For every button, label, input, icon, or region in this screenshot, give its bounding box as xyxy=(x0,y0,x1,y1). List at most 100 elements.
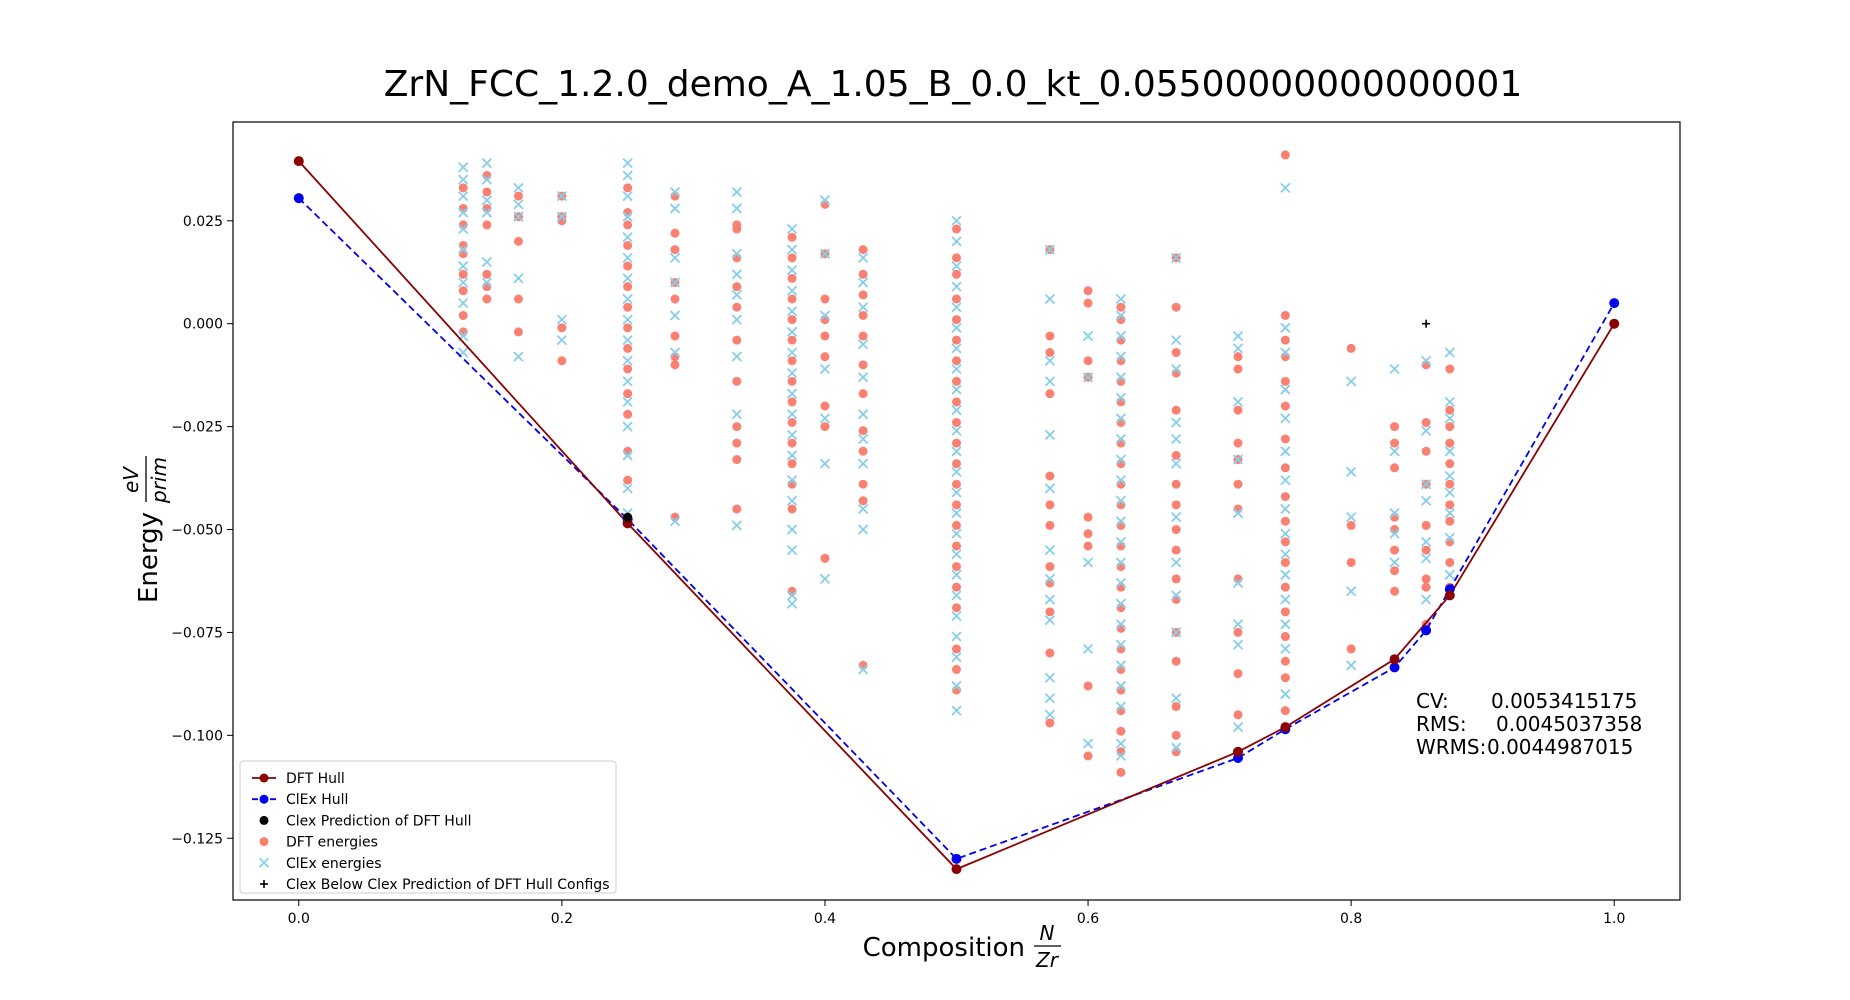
clex-energy-point xyxy=(1280,528,1291,539)
clex-energy-point xyxy=(819,573,831,585)
clex-energy-point xyxy=(556,211,568,222)
clex-energy-point xyxy=(1280,413,1291,424)
dft-energy-point xyxy=(820,294,830,304)
dft-energy-point xyxy=(1083,529,1093,539)
clex-energy-point xyxy=(1345,376,1357,387)
dft-energy-point xyxy=(513,327,523,337)
dft-energy-point xyxy=(1280,537,1290,547)
dft-energy-point xyxy=(1045,500,1055,510)
dft-energy-point xyxy=(858,269,868,279)
dft-energy-point xyxy=(1445,422,1455,432)
legend-swatch xyxy=(252,773,276,783)
clex-energy-point xyxy=(1115,750,1127,762)
plot-frame xyxy=(232,121,1681,901)
dft-hull-point xyxy=(951,864,962,875)
dft-energy-point xyxy=(1390,463,1400,473)
x-axis-ticks: 0.0 0.2 0.4 0.6 0.8 1.0 xyxy=(288,900,1625,927)
clex-energy-point xyxy=(951,363,962,375)
clex-energy-point xyxy=(819,310,831,321)
dft-energy-point xyxy=(1445,500,1455,510)
clex-energy-point xyxy=(513,211,524,222)
dft-energy-point xyxy=(482,294,492,304)
x-tick-label: 0.6 xyxy=(1077,911,1099,927)
clex-energy-point xyxy=(786,450,798,461)
clex-energy-point xyxy=(458,297,469,309)
clex-energy-point xyxy=(786,347,798,358)
legend-swatch xyxy=(258,857,270,868)
clex-energy-point xyxy=(1115,516,1127,527)
dft-energy-point xyxy=(1083,541,1093,551)
clex-energy-point xyxy=(1420,536,1432,548)
y-axis-label-denominator: prim xyxy=(147,457,171,504)
legend-swatch xyxy=(252,794,276,804)
dft-energy-point xyxy=(787,253,797,263)
clex-energy-point xyxy=(786,367,798,379)
clex-hull-line xyxy=(298,197,1616,860)
dft-energy-point xyxy=(1116,767,1126,777)
clex-energy-point xyxy=(951,651,962,663)
clex-energy-point xyxy=(786,598,798,609)
x-tick-label: 0.0 xyxy=(288,911,310,927)
dft-energy-point xyxy=(858,360,868,370)
dft-energy-point xyxy=(1421,545,1431,555)
clex-energy-point xyxy=(669,186,681,198)
x-axis-label-text: Composition xyxy=(863,933,1025,963)
clex-energy-point xyxy=(786,326,798,338)
clex-energy-point xyxy=(1171,590,1182,601)
clex-energy-point xyxy=(1044,573,1056,585)
dft-energy-point xyxy=(1171,574,1181,584)
dft-energy-point xyxy=(1171,405,1181,415)
dft-energy-point xyxy=(952,562,961,572)
clex-energy-point xyxy=(786,544,798,556)
plot-area xyxy=(293,150,1620,875)
clex-energy-point xyxy=(1171,433,1182,445)
clex-energy-point xyxy=(1115,310,1127,321)
clex-energy-point xyxy=(481,256,493,268)
dft-energy-point xyxy=(1445,479,1455,489)
clex-energy-point xyxy=(951,405,962,416)
dft-energy-point xyxy=(1171,500,1181,510)
clex-energy-point xyxy=(1280,594,1291,605)
dft-energy-point xyxy=(1445,557,1455,567)
dft-energy-point xyxy=(1421,520,1431,530)
x-axis-label-numerator: N xyxy=(1040,921,1055,945)
dft-energy-point xyxy=(458,310,468,320)
dft-energy-point xyxy=(732,282,742,292)
clex-energy-point xyxy=(513,182,524,193)
dft-energy-point xyxy=(1280,706,1290,716)
clex-energy-point xyxy=(513,351,524,362)
clex-energy-point xyxy=(1444,569,1455,580)
dft-energy-point xyxy=(1421,446,1431,456)
dft-energy-point xyxy=(1390,586,1400,596)
clex-energy-point xyxy=(857,503,869,515)
dft-energy-point xyxy=(482,220,492,230)
clex-energy-point xyxy=(1115,557,1127,568)
clex-energy-point xyxy=(1280,569,1291,580)
dft-energy-point xyxy=(1171,656,1181,666)
clex-energy-point xyxy=(622,252,633,263)
clex-energy-point xyxy=(1232,330,1244,342)
clex-energy-point xyxy=(951,384,962,395)
clex-energy-point xyxy=(1115,639,1127,650)
clex-energy-point xyxy=(951,569,962,580)
dft-energy-point xyxy=(1171,525,1181,535)
dft-energy-point xyxy=(1390,545,1400,555)
y-tick-label: 0.000 xyxy=(183,317,223,333)
clex-energy-point xyxy=(1115,454,1127,465)
dft-energy-point xyxy=(952,603,961,613)
clex-energy-point xyxy=(786,244,798,255)
dft-energy-point xyxy=(787,397,797,407)
legend: DFT Hull ClEx Hull Clex Prediction of DFT … xyxy=(239,760,617,894)
clex-energy-point xyxy=(1115,351,1127,362)
dft-energy-point xyxy=(623,240,633,250)
dft-energy-point xyxy=(952,253,961,263)
clex-energy-point xyxy=(1444,347,1455,358)
clex-energy-point xyxy=(857,302,869,313)
dft-energy-point xyxy=(670,294,680,304)
legend-label: DFT Hull xyxy=(286,771,345,787)
dft-energy-point xyxy=(513,236,523,246)
clex-energy-point xyxy=(1115,330,1127,342)
clex-energy-point xyxy=(857,433,869,445)
clex-energy-point xyxy=(458,260,469,272)
